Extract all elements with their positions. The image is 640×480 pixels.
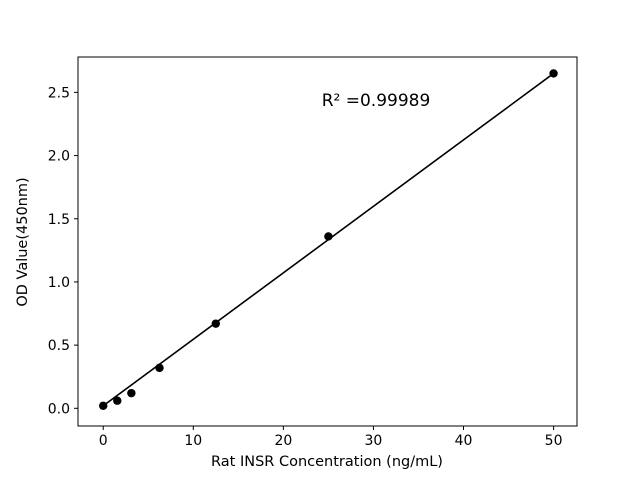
x-tick-label: 20 [274, 433, 292, 449]
data-point-marker [127, 388, 136, 398]
data-point-marker [99, 401, 108, 410]
x-tick-label: 40 [455, 433, 473, 449]
r-squared-annotation: R² =0.99989 [322, 91, 431, 111]
axis-ticks: 0 10 20 30 40 50 0.0 0.5 1.0 1.5 2.0 2.5 [48, 85, 563, 449]
x-axis-label: Rat INSR Concentration (ng/mL) [211, 454, 443, 470]
data-point-marker [549, 69, 558, 78]
data-point-marker [211, 319, 221, 328]
y-tick-label: 1.0 [48, 275, 70, 291]
data-point-marker [324, 232, 333, 241]
x-tick-label: 50 [545, 433, 563, 449]
x-tick-label: 10 [184, 433, 202, 449]
plot-area-frame [77, 56, 578, 427]
y-tick-label: 2.0 [48, 149, 70, 165]
x-tick-label: 0 [99, 433, 108, 449]
y-tick-label: 0.5 [48, 338, 70, 354]
data-point-marker [155, 363, 164, 373]
x-tick-label: 30 [365, 433, 383, 449]
data-series [99, 69, 558, 410]
data-point-marker [113, 396, 122, 405]
y-axis-label: OD Value(450nm) [15, 177, 31, 306]
y-tick-label: 1.5 [48, 212, 70, 228]
y-tick-label: 2.5 [48, 85, 70, 101]
y-tick-label: 0.0 [48, 401, 70, 417]
